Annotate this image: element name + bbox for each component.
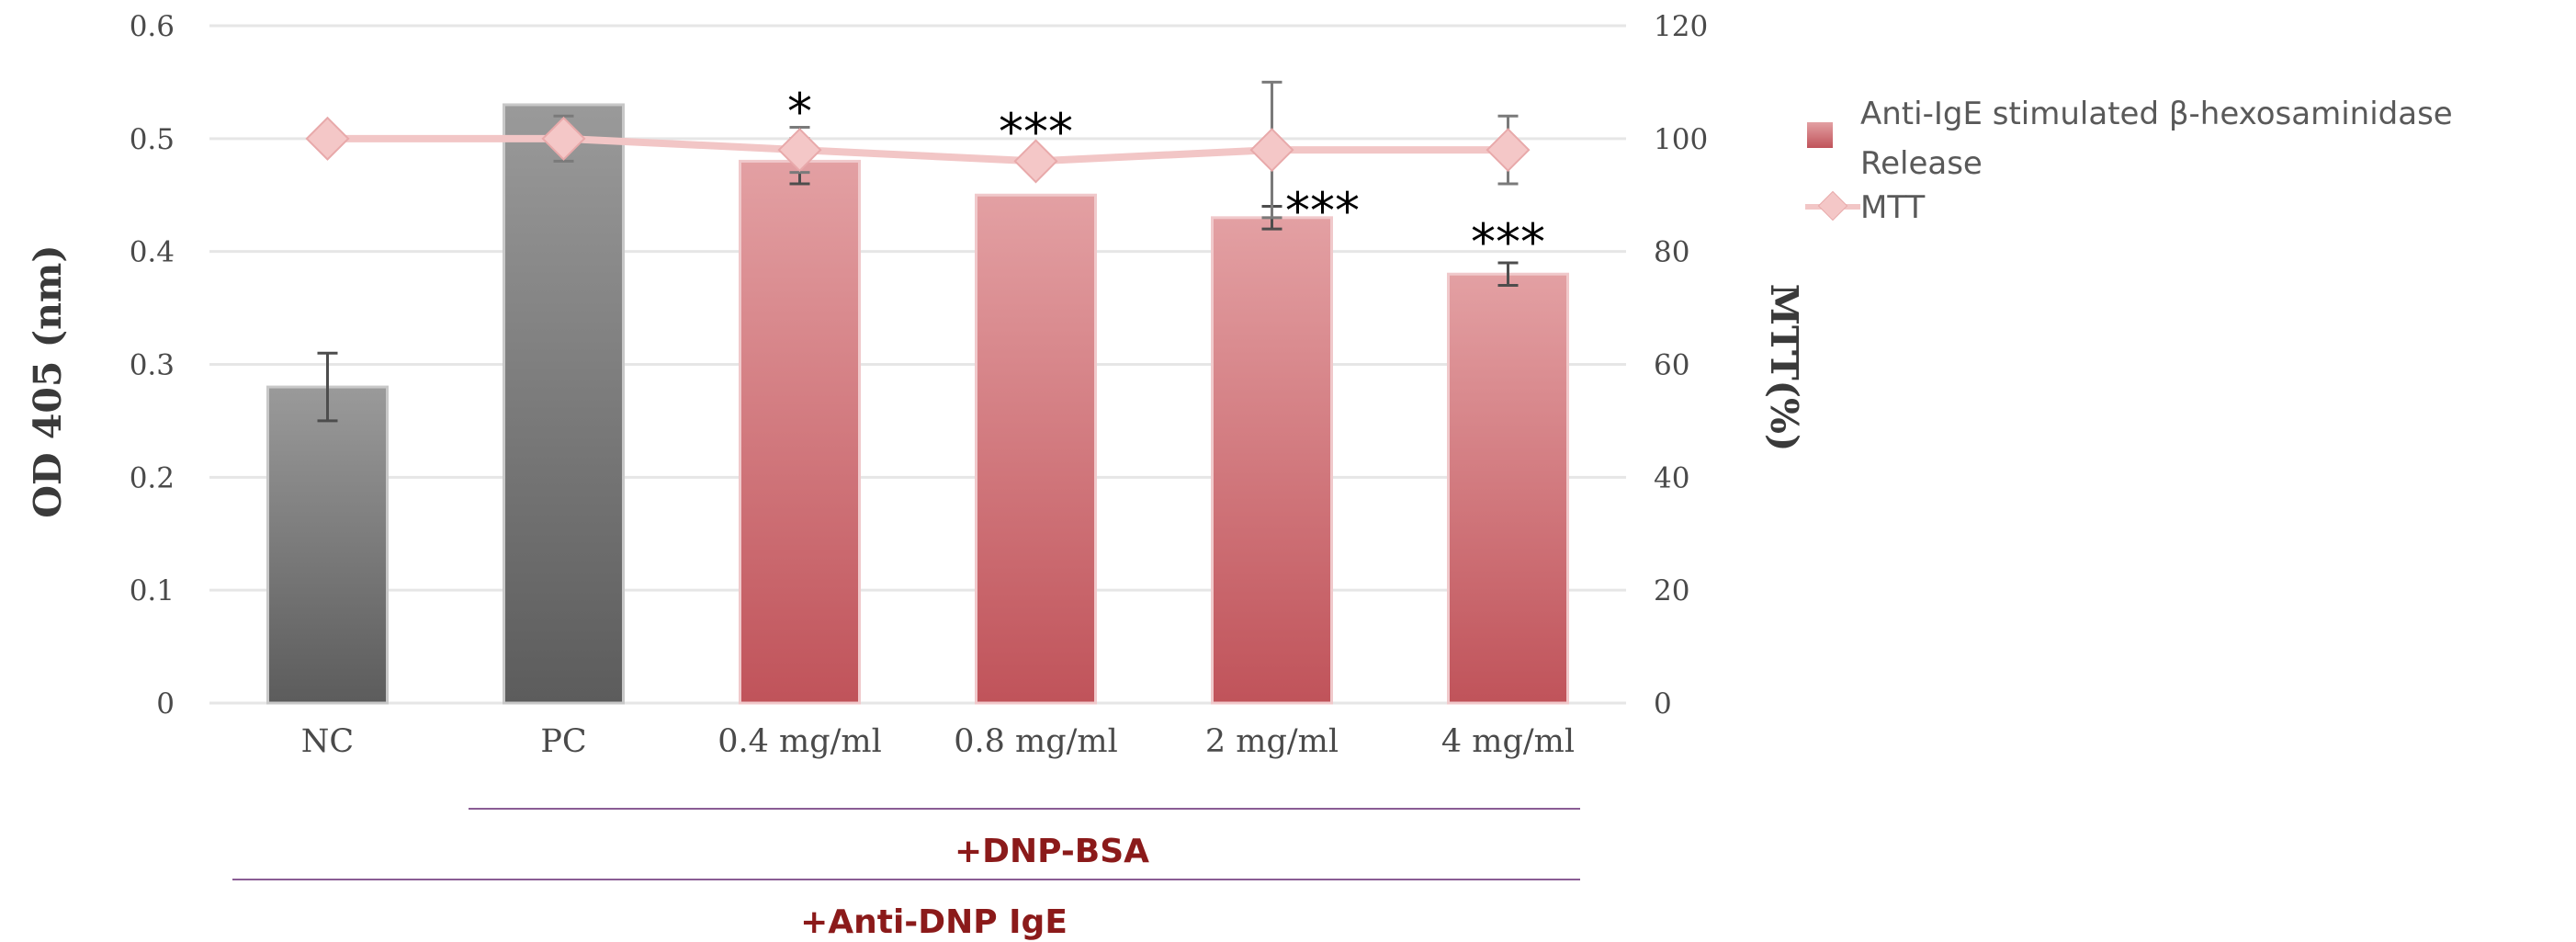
bar: [1447, 272, 1569, 705]
mtt-point: [541, 116, 586, 161]
y2-tick-label: 60: [1654, 349, 1689, 382]
y-tick-label: 0.5: [130, 123, 175, 156]
gridlines: [209, 24, 1626, 705]
y-tick-label: 0.2: [130, 461, 175, 494]
legend: Anti-IgE stimulated β-hexosaminidase Rel…: [1805, 96, 2453, 226]
x-tick-label: 4 mg/ml: [1441, 723, 1575, 760]
y-axis-left: 0 0.1 0.2 0.3 0.4 0.5 0.6: [130, 10, 175, 721]
y2-tick-label: 0: [1654, 687, 1672, 721]
y-tick-label: 0.1: [130, 574, 175, 607]
y-axis-title: OD 405 (nm): [26, 244, 70, 517]
mtt-point: [1249, 128, 1294, 173]
bar: [503, 103, 625, 705]
mtt-point: [1486, 128, 1531, 173]
x-axis-categories: NC PC 0.4 mg/ml 0.8 mg/ml 2 mg/ml 4 mg/ml: [301, 723, 1575, 760]
y-tick-label: 0.6: [130, 10, 175, 43]
group-label: +DNP-BSA: [955, 833, 1149, 870]
bar-error-bar: [1497, 261, 1519, 288]
y2-tick-label: 120: [1654, 10, 1708, 43]
mtt-series-line: [327, 134, 1508, 165]
bar-error-bar: [317, 351, 338, 423]
mtt-point: [1013, 139, 1058, 184]
mtt-point: [305, 116, 350, 161]
legend-label-bar-cont: Release: [1860, 145, 1983, 182]
x-tick-label: PC: [540, 723, 586, 760]
treatment-groups: +DNP-BSA +Anti-DNP IgE: [232, 808, 1580, 941]
bars: [266, 103, 1569, 705]
mtt-point: [777, 128, 822, 173]
mtt-line: [305, 80, 1531, 220]
bar: [739, 159, 861, 705]
y-tick-label: 0.4: [130, 236, 175, 269]
significance-mark: *: [787, 83, 812, 141]
x-tick-label: 2 mg/ml: [1205, 723, 1339, 760]
y2-tick-label: 40: [1654, 461, 1689, 494]
x-tick-label: 0.8 mg/ml: [954, 723, 1118, 760]
y2-tick-label: 80: [1654, 236, 1689, 269]
bar: [266, 385, 389, 705]
legend-label-bar: Anti-IgE stimulated β-hexosaminidase: [1860, 96, 2453, 132]
y2-tick-label: 100: [1654, 123, 1708, 156]
x-tick-label: 0.4 mg/ml: [717, 723, 882, 760]
significance-mark: ***: [1471, 213, 1545, 271]
legend-label-mtt: MTT: [1860, 189, 1926, 226]
y-tick-label: 0: [156, 687, 175, 721]
y-tick-label: 0.3: [130, 349, 175, 382]
group-label: +Anti-DNP IgE: [800, 903, 1068, 941]
bar: [1211, 216, 1333, 705]
y-axis-right: 0 20 40 60 80 100 120: [1654, 10, 1708, 721]
y2-tick-label: 20: [1654, 574, 1689, 607]
x-tick-label: NC: [301, 723, 354, 760]
y2-axis-title: MTT(%): [1762, 284, 1806, 452]
significance-mark: ***: [1285, 182, 1360, 240]
legend-swatch-bar: [1807, 122, 1833, 148]
bar: [975, 193, 1097, 705]
significance-marks: * *********: [787, 83, 1545, 271]
significance-mark: ***: [999, 103, 1073, 161]
legend-swatch-marker: [1817, 190, 1848, 221]
